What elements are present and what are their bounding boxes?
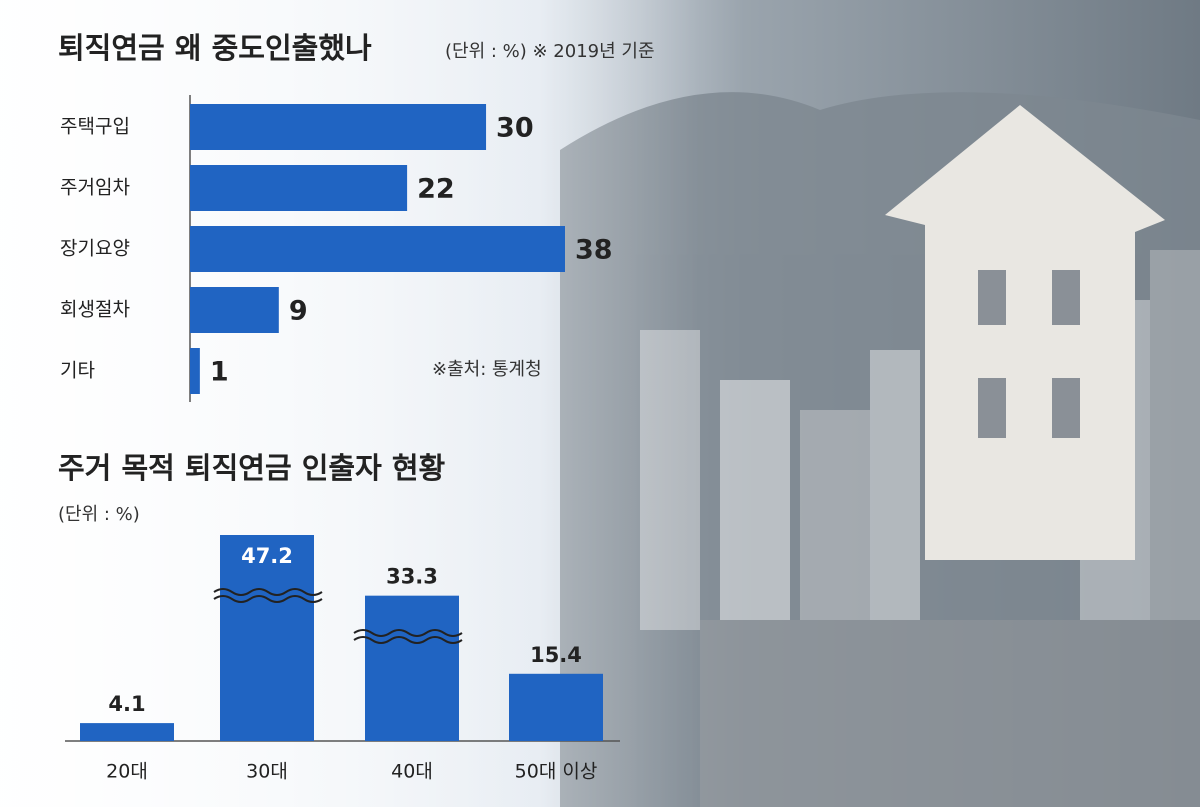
value-label: 33.3	[386, 565, 438, 589]
bars: 주택구입 30 주거임차 22 장기요양 38 회생절차 9 기타 1 4.1 20대 47.2 30대 3…	[60, 104, 613, 783]
category-label: 30대	[246, 761, 288, 783]
value-label: 30	[496, 113, 534, 144]
chart-subtitle: (단위 : %)	[58, 504, 140, 525]
bar	[190, 165, 408, 211]
bar	[220, 535, 314, 741]
bar	[190, 104, 487, 150]
bar	[190, 287, 279, 333]
chart-title: 주거 목적 퇴직연금 인출자 현황	[58, 451, 446, 485]
value-label: 38	[575, 235, 613, 266]
bar	[190, 348, 200, 394]
category-label: 주거임차	[60, 177, 130, 199]
house-decoration	[885, 105, 1165, 560]
chart-title: 퇴직연금 왜 중도인출했나	[58, 31, 372, 65]
source: ※출처: 통계청	[432, 359, 542, 380]
bar	[365, 595, 459, 741]
value-label: 22	[417, 174, 455, 205]
value-label: 47.2	[241, 544, 293, 568]
bar	[190, 226, 565, 272]
value-label: 1	[210, 357, 229, 388]
category-label: 회생절차	[60, 299, 130, 321]
category-label: 20대	[106, 761, 148, 783]
category-label: 장기요양	[60, 238, 130, 260]
axis-break	[213, 588, 463, 644]
chart-subtitle: (단위 : %) ※ 2019년 기준	[445, 41, 655, 62]
bar	[509, 673, 603, 741]
value-label: 4.1	[108, 692, 145, 716]
value-label: 15.4	[530, 643, 582, 667]
category-label: 주택구입	[60, 116, 130, 138]
category-label: 50대 이상	[515, 761, 598, 783]
category-label: 40대	[391, 761, 433, 783]
value-label: 9	[289, 296, 308, 327]
bar	[80, 723, 174, 741]
category-label: 기타	[60, 360, 95, 382]
